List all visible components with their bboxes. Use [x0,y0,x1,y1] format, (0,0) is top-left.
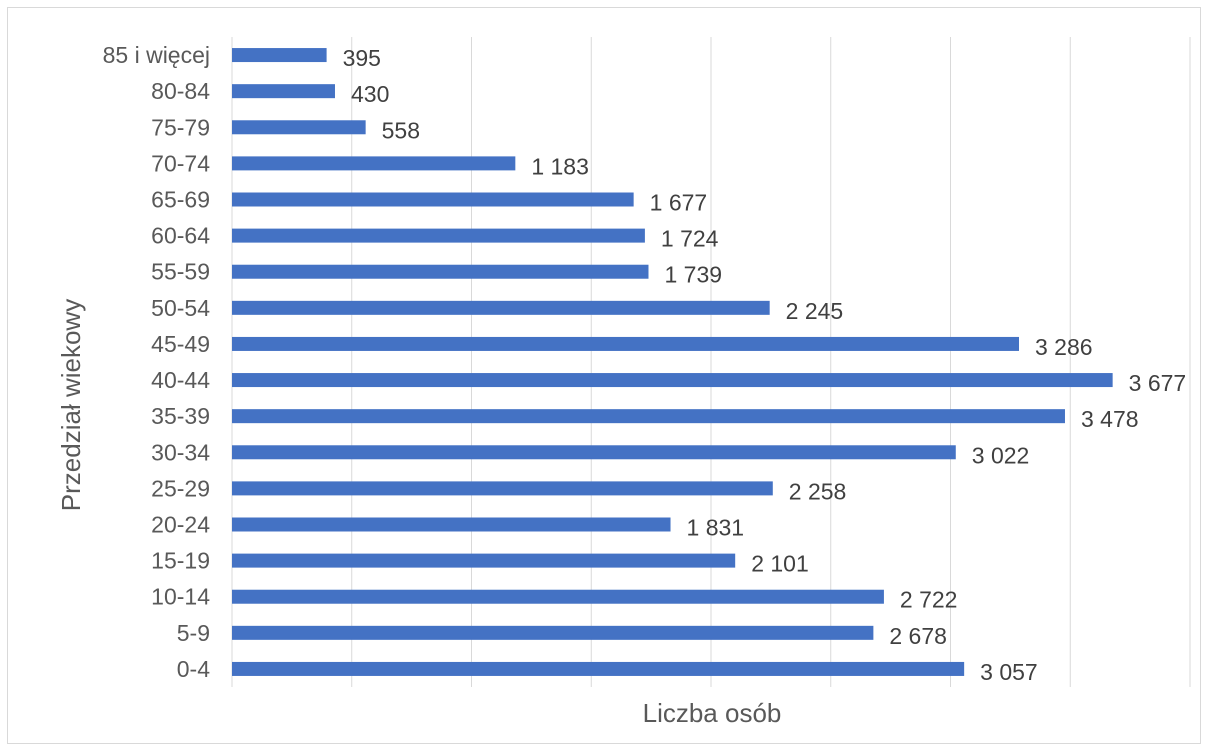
category-tick-label: 70-74 [151,150,210,176]
data-label: 2 258 [789,478,847,504]
x-axis-title: Liczba osób [643,698,782,728]
category-tick-label: 0-4 [177,656,210,682]
bar [232,554,735,568]
data-label: 558 [382,117,420,143]
y-axis-title: Przedział wiekowy [56,299,86,511]
data-label: 430 [351,81,389,107]
bar [232,84,335,98]
category-tick-label: 60-64 [151,223,210,249]
category-tick-label: 75-79 [151,114,210,140]
category-tick-label: 80-84 [151,78,210,104]
data-label: 395 [343,45,381,71]
data-label: 1 831 [687,515,745,541]
category-tick-label: 25-29 [151,475,210,501]
category-tick-label: 55-59 [151,259,210,285]
data-label: 2 678 [889,623,947,649]
bar [232,48,327,62]
gridlines [232,37,1190,687]
data-label: 3 286 [1035,334,1093,360]
category-tick-label: 10-14 [151,584,210,610]
bar [232,301,770,315]
data-label: 3 057 [980,659,1038,685]
category-tick-label: 50-54 [151,295,210,321]
bar [232,193,634,207]
category-tick-label: 45-49 [151,331,210,357]
data-label: 3 677 [1129,370,1187,396]
data-label: 1 739 [664,262,722,288]
data-label: 3 022 [972,442,1030,468]
bar [232,337,1019,351]
bar [232,662,964,676]
category-tick-label: 65-69 [151,187,210,213]
bar [232,481,773,495]
data-label: 1 677 [650,190,708,216]
bars [232,48,1113,676]
bar [232,156,515,170]
category-tick-label: 20-24 [151,512,210,538]
bar [232,518,671,532]
bar [232,445,956,459]
category-tick-labels: 0-4 5-9 10-14 15-19 20-24 25-29 30-34 35-39 40-4… [103,42,211,682]
data-label: 1 724 [661,226,719,252]
data-label: 1 183 [531,153,589,179]
bar [232,265,648,279]
data-label: 2 722 [900,587,958,613]
bar [232,409,1065,423]
category-tick-label: 5-9 [177,620,210,646]
category-tick-label: 30-34 [151,439,210,465]
category-tick-label: 85 i więcej [103,42,210,68]
bar [232,229,645,243]
data-label: 3 478 [1081,406,1139,432]
bar [232,373,1113,387]
category-tick-label: 15-19 [151,548,210,574]
category-tick-label: 40-44 [151,367,210,393]
data-label: 2 245 [786,298,844,324]
category-tick-label: 35-39 [151,403,210,429]
bar [232,590,884,604]
bar [232,626,873,640]
bar [232,120,366,134]
data-label: 2 101 [751,551,809,577]
